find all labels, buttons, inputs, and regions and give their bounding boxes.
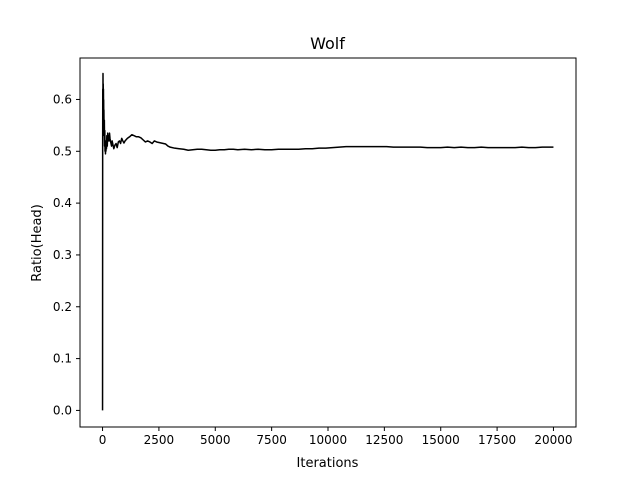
x-tick-label: 20000 bbox=[534, 433, 572, 447]
y-tick-label: 0.5 bbox=[53, 144, 72, 158]
x-tick-label: 10000 bbox=[309, 433, 347, 447]
y-axis-label: Ratio(Head) bbox=[30, 204, 45, 282]
y-tick-label: 0.6 bbox=[53, 92, 72, 106]
x-tick-label: 15000 bbox=[422, 433, 460, 447]
x-tick-label: 12500 bbox=[365, 433, 403, 447]
plot-frame bbox=[79, 57, 577, 428]
y-tick-label: 0.4 bbox=[53, 196, 72, 210]
x-tick-label: 7500 bbox=[256, 433, 287, 447]
x-tick-label: 17500 bbox=[478, 433, 516, 447]
x-tick-label: 5000 bbox=[200, 433, 231, 447]
x-axis-label: Iterations bbox=[297, 456, 359, 471]
series-layer bbox=[101, 72, 554, 411]
y-axis: 0.0 0.1 0.2 0.3 0.4 0.5 0.6 bbox=[53, 92, 80, 417]
series-line-0 bbox=[101, 72, 554, 411]
x-tick-label: 2500 bbox=[144, 433, 175, 447]
y-tick-label: 0.2 bbox=[53, 300, 72, 314]
x-tick-label: 0 bbox=[99, 433, 107, 447]
y-tick-label: 0.3 bbox=[53, 248, 72, 262]
y-tick-label: 0.0 bbox=[53, 403, 72, 417]
y-tick-label: 0.1 bbox=[53, 352, 72, 366]
chart-title: Wolf bbox=[310, 34, 345, 53]
x-axis: 0 2500 5000 7500 10000 12500 15000 17500 20000 bbox=[99, 427, 573, 447]
